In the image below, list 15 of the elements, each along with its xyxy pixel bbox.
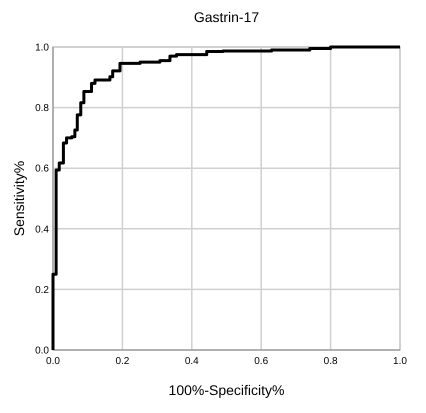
- x-tick-label: 0.0: [46, 356, 60, 367]
- x-tick-label: 0.6: [254, 356, 269, 367]
- y-axis-title: Sensitivity%: [11, 160, 27, 236]
- x-tick-label: 0.2: [115, 356, 130, 367]
- chart-title: Gastrin-17: [194, 9, 260, 25]
- x-axis-title: 100%-Specificity%: [168, 382, 284, 398]
- y-tick-label: 0.2: [35, 284, 50, 296]
- y-tick-label: 0.0: [35, 346, 50, 356]
- y-tick-label: 0.8: [35, 103, 50, 114]
- y-tick-label: 0.6: [35, 164, 50, 175]
- x-tick-label: 0.4: [184, 356, 200, 367]
- y-tick-label: 1.0: [35, 42, 50, 54]
- y-tick-label: 0.4: [35, 224, 50, 236]
- x-tick-label: 1.0: [393, 356, 408, 367]
- x-tick-label: 0.8: [324, 356, 338, 367]
